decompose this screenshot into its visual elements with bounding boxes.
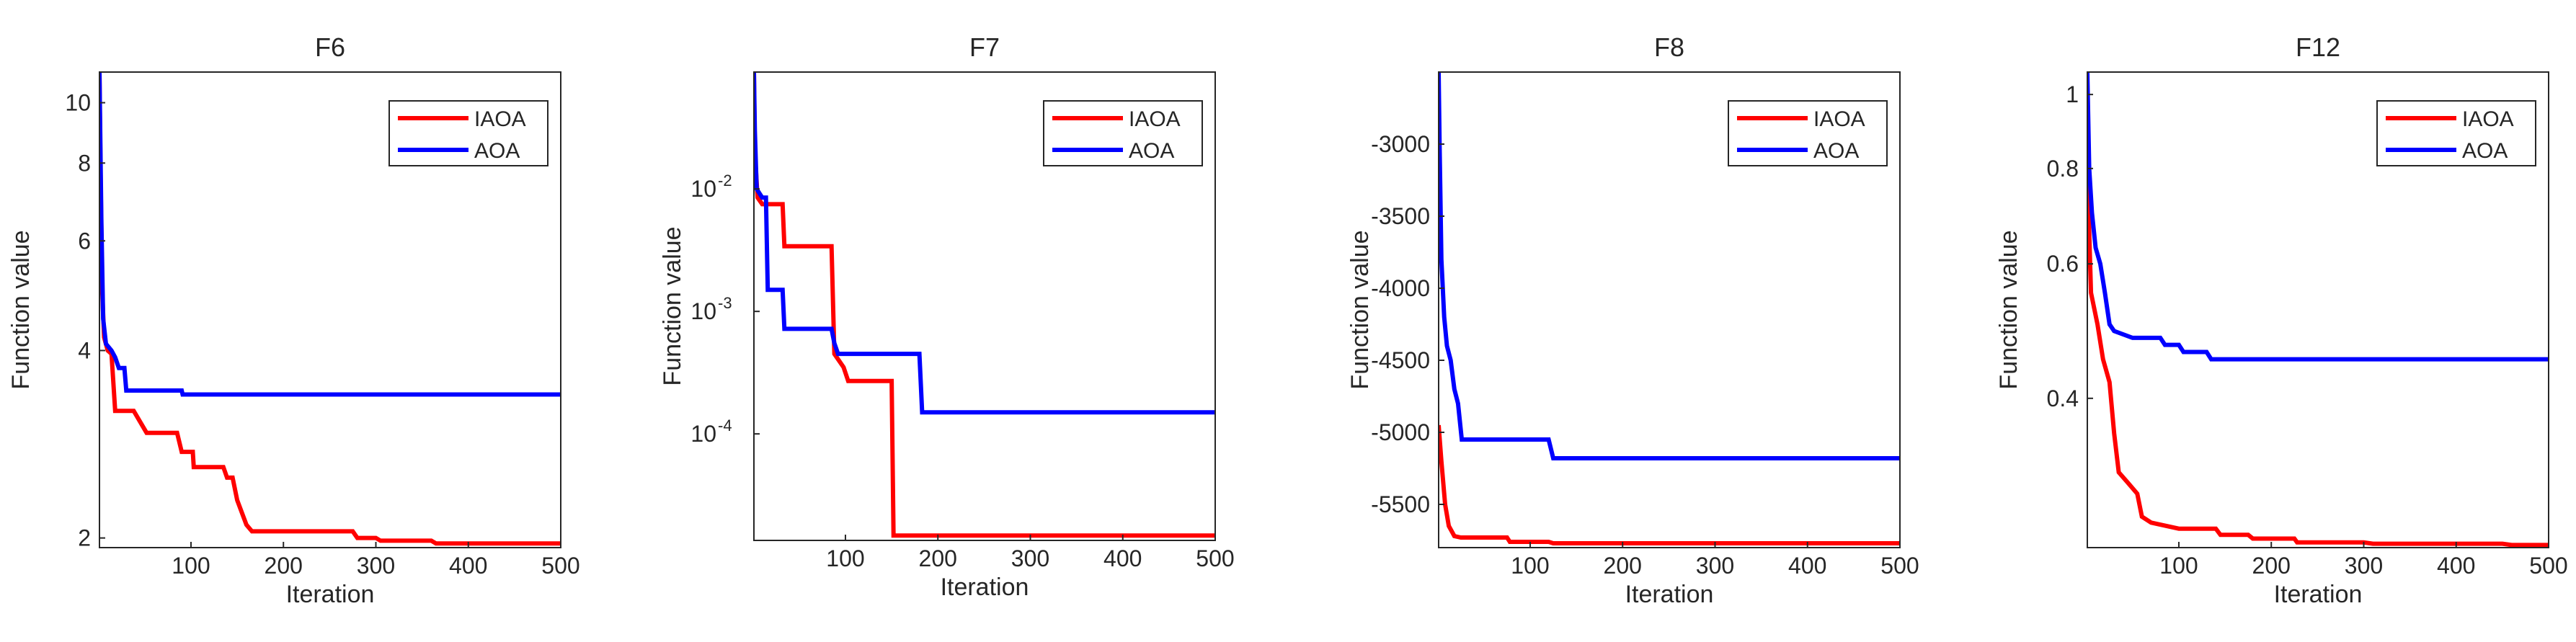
y-tick-label: 0.8 — [2047, 156, 2079, 182]
x-tick-label: 100 — [826, 545, 864, 571]
y-axis-label: Function value — [1346, 230, 1374, 389]
y-tick-exponent: -4 — [718, 416, 732, 434]
chart-title: F12 — [2296, 32, 2340, 62]
x-tick-label: 300 — [357, 553, 395, 579]
x-tick-label: 400 — [449, 553, 487, 579]
legend-label-aoa: AOA — [1813, 139, 1859, 163]
x-tick-label: 300 — [1011, 545, 1049, 571]
y-tick-label: -3000 — [1371, 131, 1430, 157]
x-tick-label: 500 — [1196, 545, 1234, 571]
legend-label-iaoa: IAOA — [2462, 107, 2514, 131]
x-tick-label: 300 — [2345, 553, 2383, 579]
x-tick-label: 200 — [265, 553, 303, 579]
y-axis-label: Function value — [7, 230, 35, 389]
series-line-iaoa — [1439, 424, 1900, 545]
y-tick-exponent: -3 — [718, 294, 732, 312]
legend-label-aoa: AOA — [1129, 139, 1174, 163]
legend: IAOA AOA — [1728, 100, 1888, 166]
y-tick-label: 10 — [65, 90, 91, 116]
legend: IAOA AOA — [1043, 100, 1203, 166]
axes-box — [2087, 71, 2549, 548]
y-tick-label: -5000 — [1371, 419, 1430, 445]
y-tick-label: 6 — [78, 228, 91, 254]
series-line-iaoa — [754, 72, 1215, 538]
x-tick-label: 200 — [1604, 553, 1642, 579]
y-tick-label: 2 — [78, 525, 91, 551]
legend-label-iaoa: IAOA — [1129, 107, 1181, 131]
x-tick-label: 400 — [1788, 553, 1826, 579]
chart-panel-f12: 100 200 300 400 500 0.4 0.6 0.8 1 F12 Iteration Fun… — [1995, 32, 2568, 608]
legend-label-iaoa: IAOA — [474, 107, 526, 131]
series-line-aoa — [754, 72, 1215, 415]
x-tick-label: 500 — [1880, 553, 1919, 579]
series-line-iaoa — [99, 72, 561, 546]
x-tick-label: 500 — [2529, 553, 2567, 579]
y-tick-label: -4000 — [1371, 275, 1430, 301]
legend-box — [1043, 100, 1203, 166]
legend-box — [2376, 100, 2536, 166]
y-tick-exponent: -2 — [718, 171, 732, 190]
chart-panel-f6: 100 200 300 400 500 2 4 6 8 10 F6 Iteration Function… — [7, 32, 580, 608]
y-tick-label: -5500 — [1371, 491, 1430, 517]
legend-label-aoa: AOA — [2462, 139, 2508, 163]
chart-title: F8 — [1654, 32, 1684, 62]
x-tick-label: 400 — [2437, 553, 2475, 579]
y-tick-label: 8 — [78, 150, 91, 176]
y-tick-label: 4 — [78, 337, 91, 363]
x-tick-label: 100 — [1511, 553, 1549, 579]
legend: IAOA AOA — [2376, 100, 2536, 166]
y-tick-label: 10 — [690, 298, 716, 324]
y-tick-label: -3500 — [1371, 203, 1430, 229]
legend-box — [1728, 100, 1888, 166]
x-tick-label: 300 — [1696, 553, 1734, 579]
legend-label-iaoa: IAOA — [1813, 107, 1865, 131]
series-line-aoa — [99, 72, 561, 397]
y-tick-label: 1 — [2066, 81, 2079, 107]
x-tick-label: 500 — [541, 553, 579, 579]
chart-panel-f8: 100 200 300 400 500 -5500 -5000 -4500 -4000 -3500… — [1346, 32, 1919, 608]
series-line-iaoa — [2087, 168, 2549, 548]
series-line-aoa — [1439, 72, 1900, 460]
y-tick-label: -4500 — [1371, 347, 1430, 373]
x-tick-label: 400 — [1103, 545, 1142, 571]
y-tick-label: 0.4 — [2047, 385, 2079, 411]
y-tick-label: 10 — [690, 421, 716, 447]
legend-label-aoa: AOA — [474, 139, 520, 163]
axes-box — [99, 71, 561, 548]
y-axis-label: Function value — [1995, 230, 2022, 389]
y-tick-label: 10 — [690, 176, 716, 202]
x-axis-label: Iteration — [2274, 581, 2363, 608]
legend-box — [388, 100, 548, 166]
legend: IAOA AOA — [388, 100, 548, 166]
axes-box — [753, 71, 1216, 541]
y-axis-label: Function value — [659, 226, 686, 385]
x-tick-label: 100 — [172, 553, 210, 579]
x-tick-label: 200 — [919, 545, 957, 571]
axes-box — [1438, 71, 1901, 548]
x-tick-label: 200 — [2252, 553, 2291, 579]
x-axis-label: Iteration — [941, 574, 1029, 601]
chart-title: F6 — [315, 32, 345, 62]
x-axis-label: Iteration — [286, 581, 375, 608]
x-axis-label: Iteration — [1625, 581, 1714, 608]
chart-title: F7 — [969, 32, 1000, 62]
x-tick-label: 100 — [2159, 553, 2198, 579]
series-line-aoa — [2087, 72, 2549, 362]
y-tick-label: 0.6 — [2047, 251, 2079, 277]
